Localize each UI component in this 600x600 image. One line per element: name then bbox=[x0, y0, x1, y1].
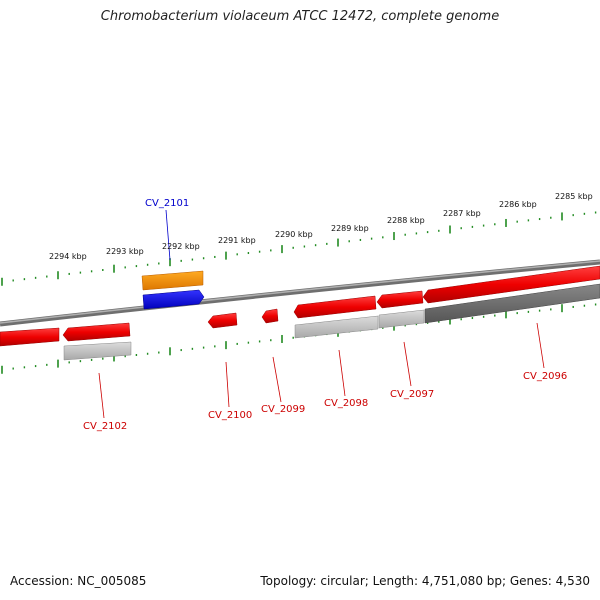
ruler-label-2292: 2292 kbp bbox=[162, 242, 200, 251]
leader-CV_2101 bbox=[165, 209, 171, 261]
gene-label-CV_2098[interactable]: CV_2098 bbox=[324, 398, 368, 409]
gene-CV_2102-left-fragment[interactable] bbox=[0, 327, 60, 347]
ruler-track-upper bbox=[1, 211, 597, 286]
forward-strand-genes bbox=[141, 270, 205, 310]
ruler-label-2285: 2285 kbp bbox=[555, 192, 593, 201]
ruler-label-2289: 2289 kbp bbox=[331, 224, 369, 233]
homology-bar-CV_2096 bbox=[424, 283, 600, 324]
leader-CV_2097 bbox=[403, 341, 412, 387]
gene-CV_2102-arrow[interactable] bbox=[62, 322, 131, 342]
ruler-labels: 2294 kbp 2293 kbp 2292 kbp 2291 kbp 2290… bbox=[49, 192, 593, 261]
ruler-label-2294: 2294 kbp bbox=[49, 252, 87, 261]
gene-label-CV_2097[interactable]: CV_2097 bbox=[390, 389, 434, 400]
leader-CV_2098 bbox=[338, 349, 346, 397]
gene-CV_2097-arrow[interactable] bbox=[376, 290, 424, 309]
ruler-label-2290: 2290 kbp bbox=[275, 230, 313, 239]
ruler-label-2288: 2288 kbp bbox=[387, 216, 425, 225]
leader-CV_2102 bbox=[98, 372, 105, 419]
gene-CV_2096-arrow[interactable] bbox=[422, 265, 600, 304]
gene-label-CV_2100[interactable]: CV_2100 bbox=[208, 410, 252, 421]
ruler-label-2293: 2293 kbp bbox=[106, 247, 144, 256]
leader-CV_2099 bbox=[272, 356, 282, 403]
gene-CV_2101-orange-bar[interactable] bbox=[141, 270, 204, 291]
homology-bars bbox=[63, 283, 600, 361]
gene-label-CV_2101[interactable]: CV_2101 bbox=[145, 198, 189, 209]
gene-label-CV_2099[interactable]: CV_2099 bbox=[261, 404, 305, 415]
map-title: Chromobacterium violaceum ATCC 12472, co… bbox=[100, 9, 500, 24]
ruler-label-2286: 2286 kbp bbox=[499, 200, 537, 209]
accession-label: Accession: NC_005085 bbox=[10, 574, 147, 588]
reverse-strand-genes bbox=[0, 265, 600, 347]
ruler-label-2287: 2287 kbp bbox=[443, 209, 481, 218]
homology-bar-CV_2098 bbox=[294, 315, 379, 339]
gene-label-CV_2102[interactable]: CV_2102 bbox=[83, 421, 127, 432]
genome-backbone-highlight bbox=[0, 260, 600, 324]
label-leader-lines bbox=[98, 209, 545, 419]
leader-CV_2100 bbox=[225, 361, 230, 408]
homology-bar-CV_2102 bbox=[63, 341, 132, 361]
gene-CV_2101-arrow[interactable] bbox=[142, 289, 205, 310]
gene-CV_2099-arrow[interactable] bbox=[261, 308, 279, 324]
gene-label-CV_2096[interactable]: CV_2096 bbox=[523, 371, 567, 382]
homology-bar-CV_2097 bbox=[378, 309, 425, 329]
ruler-label-2291: 2291 kbp bbox=[218, 236, 256, 245]
gene-labels: CV_2101 CV_2102 CV_2100 CV_2099 CV_2098 … bbox=[83, 198, 567, 432]
leader-CV_2096 bbox=[536, 322, 545, 369]
gene-CV_2100-arrow[interactable] bbox=[207, 312, 238, 329]
gene-CV_2098-arrow[interactable] bbox=[293, 295, 377, 319]
genome-summary-label: Topology: circular; Length: 4,751,080 bp… bbox=[260, 574, 590, 588]
genome-backbone-outer bbox=[0, 259, 600, 327]
